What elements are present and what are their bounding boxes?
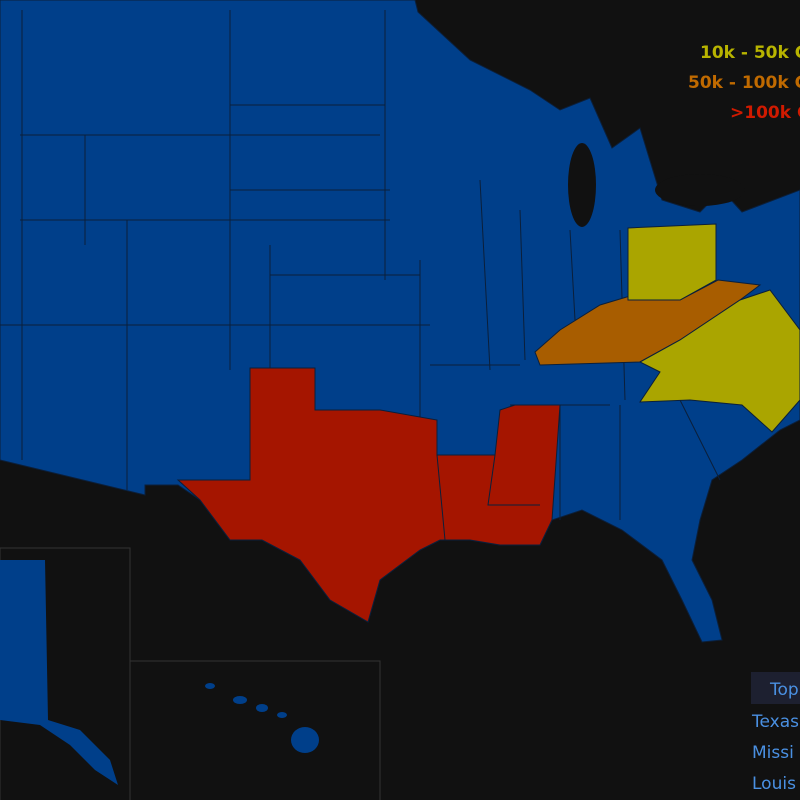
table-cell: Texas [751, 712, 799, 732]
table-header-bg [751, 672, 800, 704]
inset-land [0, 560, 118, 785]
legend-label: 50k - 100k C [688, 73, 800, 93]
legend: 10k - 50k C 50k - 100k C >100k C [688, 43, 800, 123]
legend-label: 10k - 50k C [700, 43, 800, 63]
legend-label: >100k C [730, 103, 800, 123]
lake [568, 143, 596, 227]
top-table: Top Texas Missi Louis [751, 672, 800, 794]
inset-frame [129, 660, 381, 800]
state-lines [436, 454, 540, 541]
region-mid [534, 279, 762, 366]
region-low [638, 289, 800, 433]
inset-land [205, 683, 319, 753]
table-cell: Missi [752, 743, 794, 763]
table-cell: Louis [752, 774, 796, 794]
region-low [627, 223, 717, 301]
table-header: Top [769, 680, 799, 700]
region-high [176, 367, 561, 623]
lake [655, 174, 745, 206]
